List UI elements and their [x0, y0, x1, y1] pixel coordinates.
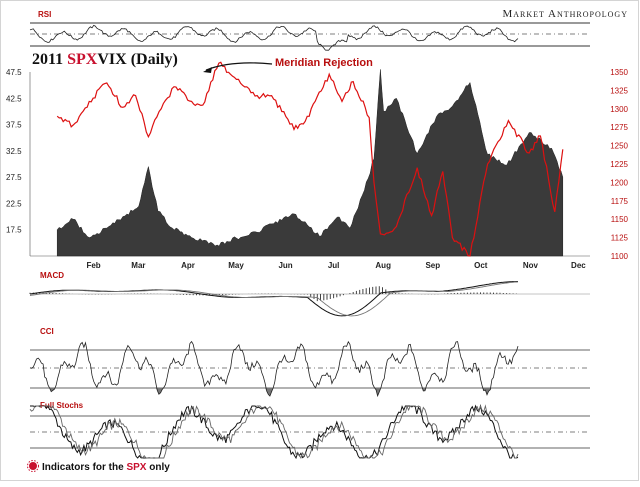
x-tick-label-nov: Nov [523, 261, 539, 270]
y-right-axis-ticks: 1350 1325 1300 1275 1250 1225 1200 1175 1150 1125… [610, 68, 628, 261]
y-left-tick-label: 27.5 [6, 173, 22, 182]
y-left-tick-label: 22.5 [6, 199, 22, 208]
x-tick-label-feb: Feb [86, 261, 100, 270]
y-right-tick-label: 1225 [610, 160, 628, 169]
annotation-text: Meridian Rejection [275, 57, 373, 69]
y-left-tick-label: 47.5 [6, 68, 22, 77]
footer-text: Indicators for the SPX only [42, 462, 170, 473]
y-right-tick-label: 1275 [610, 123, 628, 132]
x-tick-label-jun: Jun [278, 261, 292, 270]
x-tick-label-aug: Aug [375, 261, 391, 270]
x-tick-label-apr: Apr [181, 261, 195, 270]
meridian-annotation: Meridian Rejection [203, 57, 373, 73]
main-plot: Feb Mar Apr May Jun Jul Aug Sep Oct Nov Dec 47.5 42… [6, 61, 629, 270]
y-left-tick-label: 17.5 [6, 226, 22, 235]
macd-label: MACD [40, 271, 64, 280]
x-tick-label-dec: Dec [571, 261, 586, 270]
cci-label: CCI [40, 327, 54, 336]
y-right-tick-label: 1325 [610, 86, 628, 95]
stoch-label: Full Stochs [40, 401, 84, 410]
stoch-d-line [29, 404, 519, 460]
cci-line [29, 340, 519, 398]
rsi-panel: RSI [29, 10, 590, 51]
y-right-tick-label: 1175 [611, 197, 629, 206]
chart-title: 2011 SPXVIX (Daily) [32, 51, 178, 68]
stoch-panel: Full Stochs [29, 401, 590, 460]
x-tick-label-sep: Sep [425, 261, 440, 270]
x-tick-label-jul: Jul [328, 261, 340, 270]
cci-panel: CCI [29, 327, 590, 398]
rsi-label: RSI [38, 10, 51, 19]
footer-spx: SPX [126, 462, 146, 473]
y-right-tick-label: 1150 [611, 215, 629, 224]
y-right-tick-label: 1250 [610, 142, 628, 151]
y-right-tick-label: 1300 [610, 105, 628, 114]
y-right-tick-label: 1100 [611, 252, 629, 261]
title-period: (Daily) [131, 51, 178, 68]
title-vix: VIX [97, 51, 127, 68]
y-left-tick-label: 32.5 [6, 147, 22, 156]
macd-panel: MACD [29, 271, 590, 317]
y-left-axis-ticks: 47.5 42.5 37.5 32.5 27.5 22.5 17.5 [6, 68, 22, 235]
x-tick-label-may: May [228, 261, 244, 270]
y-left-tick-label: 42.5 [6, 94, 22, 103]
title-year: 2011 [32, 51, 63, 68]
y-right-tick-label: 1125 [611, 234, 629, 243]
macd-signal-line [29, 281, 519, 317]
annotation-arrowhead [203, 67, 212, 73]
macd-histogram [29, 286, 517, 302]
footer-suffix: only [149, 462, 170, 473]
title-spx: SPX [67, 51, 98, 68]
rsi-line [29, 24, 519, 51]
spx-line [56, 61, 564, 257]
x-tick-label-oct: Oct [474, 261, 488, 270]
footer-prefix: Indicators for the [42, 462, 124, 473]
footer-bullet-icon [29, 462, 37, 470]
y-right-tick-label: 1200 [610, 178, 628, 187]
x-axis-ticks: Feb Mar Apr May Jun Jul Aug Sep Oct Nov Dec [86, 261, 586, 270]
footer-note: Indicators for the SPX only [27, 460, 170, 473]
vix-area [56, 69, 564, 257]
y-left-tick-label: 37.5 [6, 121, 22, 130]
stoch-k-line [30, 404, 519, 460]
x-tick-label-mar: Mar [131, 261, 145, 270]
brand-title: Market Anthropology [502, 8, 628, 20]
y-right-tick-label: 1350 [610, 68, 628, 77]
